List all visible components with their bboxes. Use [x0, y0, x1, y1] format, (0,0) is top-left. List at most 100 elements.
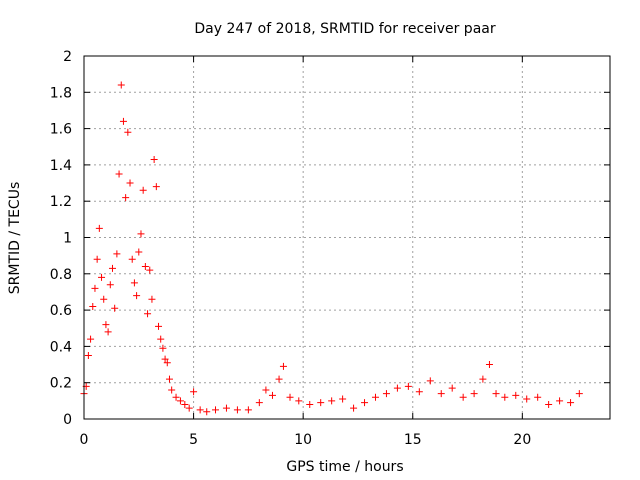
data-point: [108, 264, 116, 272]
data-point: [168, 386, 176, 394]
data-point: [115, 170, 123, 178]
x-tick-label: 15: [404, 432, 422, 448]
data-point: [144, 310, 152, 318]
y-tick-label: 0: [63, 412, 72, 428]
data-point: [87, 335, 95, 343]
data-point: [306, 400, 314, 408]
data-point: [95, 224, 103, 232]
data-point: [534, 393, 542, 401]
data-point: [350, 404, 358, 412]
y-tick-label: 2: [63, 49, 72, 65]
y-tick-label: 0.8: [50, 267, 72, 283]
data-point: [117, 81, 125, 89]
data-point: [100, 295, 108, 303]
data-point: [393, 384, 401, 392]
data-point: [163, 359, 171, 367]
data-point: [190, 388, 198, 396]
data-point: [212, 406, 219, 414]
data-point: [93, 255, 101, 263]
data-point: [91, 284, 99, 292]
data-point: [148, 295, 156, 303]
data-point: [262, 386, 270, 394]
data-point: [448, 384, 456, 392]
y-tick-label: 0.4: [50, 339, 72, 355]
data-point: [286, 393, 294, 401]
data-point: [152, 183, 160, 191]
plot-frame: [83, 55, 611, 420]
data-point: [523, 395, 531, 403]
data-point: [492, 390, 500, 398]
data-point: [172, 393, 180, 401]
data-point: [122, 194, 130, 202]
data-point: [317, 399, 325, 407]
data-point: [222, 404, 230, 412]
data-point: [415, 388, 423, 396]
data-point: [268, 391, 276, 399]
data-point: [130, 279, 138, 287]
x-axis-label: GPS time / hours: [286, 459, 403, 475]
y-tick-label: 1.6: [50, 122, 72, 138]
data-point: [203, 408, 211, 416]
data-point: [124, 128, 132, 136]
data-point: [141, 263, 149, 271]
data-point: [556, 397, 564, 405]
x-tick-labels: 0 5 10 15 20: [80, 432, 532, 448]
y-tick-label: 0.2: [50, 376, 72, 392]
data-point: [113, 250, 121, 258]
grid-lines: [84, 56, 610, 419]
chart-title: Day 247 of 2018, SRMTID for receiver paa…: [194, 21, 495, 37]
data-point: [361, 399, 369, 407]
data-point: [185, 404, 193, 412]
data-point: [176, 397, 184, 405]
data-point: [479, 375, 487, 383]
data-point: [128, 255, 136, 263]
data-point: [126, 179, 134, 187]
data-point: [104, 328, 112, 336]
data-point: [244, 406, 252, 414]
data-point: [150, 155, 158, 163]
data-point: [157, 335, 165, 343]
data-point: [119, 117, 127, 125]
data-point: [98, 273, 106, 281]
data-point: [196, 406, 204, 414]
data-point: [146, 266, 154, 274]
data-point: [279, 362, 287, 370]
data-point: [295, 397, 303, 405]
data-point: [426, 377, 434, 385]
data-point: [161, 355, 169, 363]
data-points: [80, 81, 583, 416]
data-point: [165, 375, 173, 383]
data-point: [470, 390, 478, 398]
data-point: [404, 382, 412, 390]
data-point: [339, 395, 347, 403]
data-point: [84, 351, 92, 359]
data-point: [275, 375, 283, 383]
x-tick-label: 10: [294, 432, 312, 448]
data-point: [111, 304, 119, 312]
y-tick-label: 1.8: [50, 85, 72, 101]
data-point: [371, 393, 379, 401]
data-point: [459, 393, 467, 401]
data-point: [133, 292, 141, 300]
data-point: [135, 248, 143, 256]
x-tick-label: 5: [189, 432, 198, 448]
y-tick-label: 0.6: [50, 303, 72, 319]
data-point: [545, 400, 553, 408]
data-point: [155, 322, 163, 330]
x-tick-label: 20: [513, 432, 531, 448]
data-point: [255, 399, 263, 407]
data-point: [89, 302, 97, 310]
data-point: [437, 390, 445, 398]
data-point: [501, 393, 509, 401]
data-point: [181, 400, 189, 408]
axis-ticks: [83, 55, 610, 420]
y-tick-label: 1.4: [50, 158, 72, 174]
data-point: [382, 390, 390, 398]
data-point: [137, 230, 145, 238]
y-axis-label: SRMTID / TECUs: [7, 182, 23, 295]
data-point: [102, 321, 110, 329]
x-tick-label: 0: [80, 432, 89, 448]
data-point: [139, 186, 147, 194]
y-tick-label: 1.2: [50, 194, 72, 210]
